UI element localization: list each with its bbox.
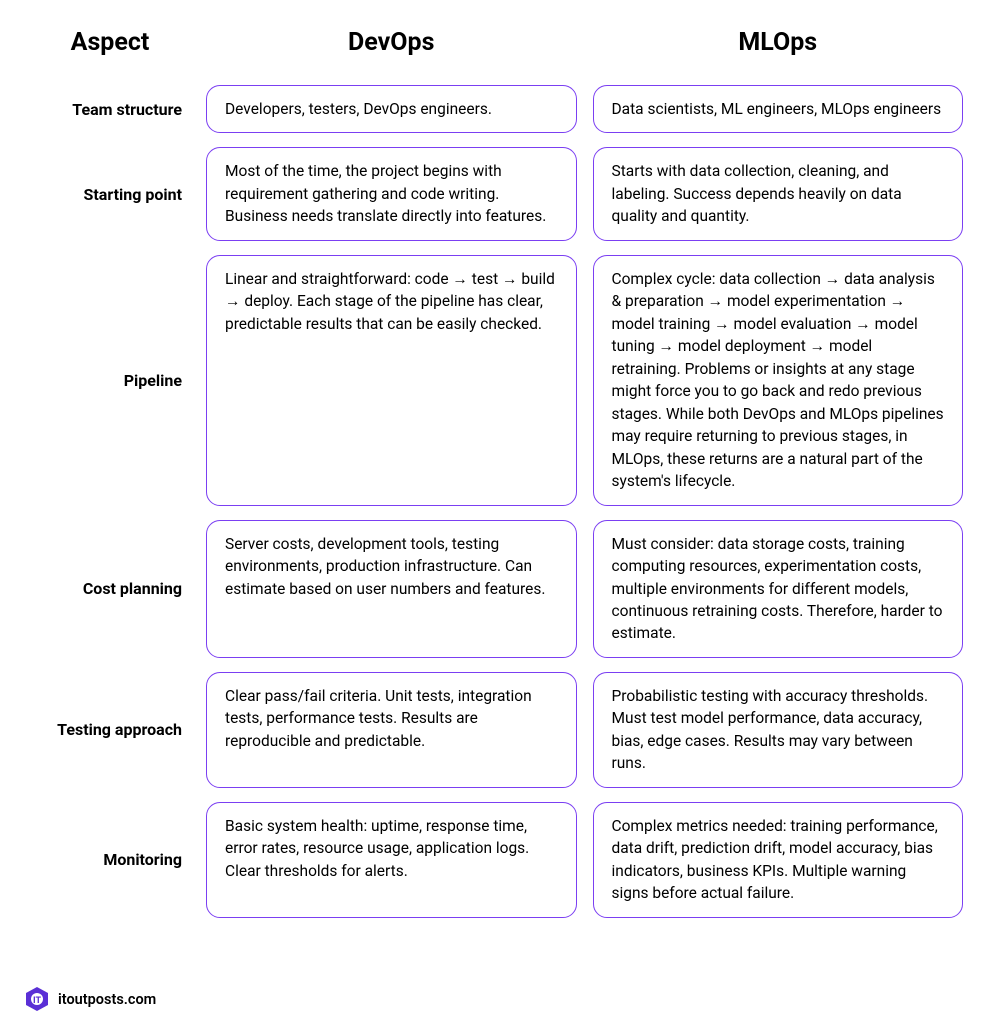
cell-mlops-testing-approach: Probabilistic testing with accuracy thre… <box>593 672 964 788</box>
cell-devops-team-structure: Developers, testers, DevOps engineers. <box>206 85 577 133</box>
cell-mlops-pipeline: Complex cycle: data collection → data an… <box>593 255 964 506</box>
aspect-team-structure: Team structure <box>30 85 190 133</box>
aspect-monitoring: Monitoring <box>30 802 190 918</box>
cell-devops-testing-approach: Clear pass/fail criteria. Unit tests, in… <box>206 672 577 788</box>
aspect-pipeline: Pipeline <box>30 255 190 506</box>
cell-devops-starting-point: Most of the time, the project begins wit… <box>206 147 577 240</box>
footer-text: itoutposts.com <box>58 991 156 1008</box>
aspect-cost-planning: Cost planning <box>30 520 190 658</box>
aspect-testing-approach: Testing approach <box>30 672 190 788</box>
cell-devops-monitoring: Basic system health: uptime, response ti… <box>206 802 577 918</box>
header-aspect: Aspect <box>30 20 190 71</box>
cell-mlops-cost-planning: Must consider: data storage costs, train… <box>593 520 964 658</box>
header-mlops: MLOps <box>593 20 964 71</box>
comparison-table: Aspect DevOps MLOps Team structure Devel… <box>30 20 963 918</box>
cell-devops-pipeline: Linear and straightforward: code → test … <box>206 255 577 506</box>
header-devops: DevOps <box>206 20 577 71</box>
itoutposts-logo-icon: IT <box>24 986 50 1012</box>
cell-mlops-team-structure: Data scientists, ML engineers, MLOps eng… <box>593 85 964 133</box>
cell-mlops-starting-point: Starts with data collection, cleaning, a… <box>593 147 964 240</box>
cell-devops-cost-planning: Server costs, development tools, testing… <box>206 520 577 658</box>
aspect-starting-point: Starting point <box>30 147 190 240</box>
svg-text:IT: IT <box>33 996 42 1006</box>
cell-mlops-monitoring: Complex metrics needed: training perform… <box>593 802 964 918</box>
footer: IT itoutposts.com <box>24 986 156 1012</box>
